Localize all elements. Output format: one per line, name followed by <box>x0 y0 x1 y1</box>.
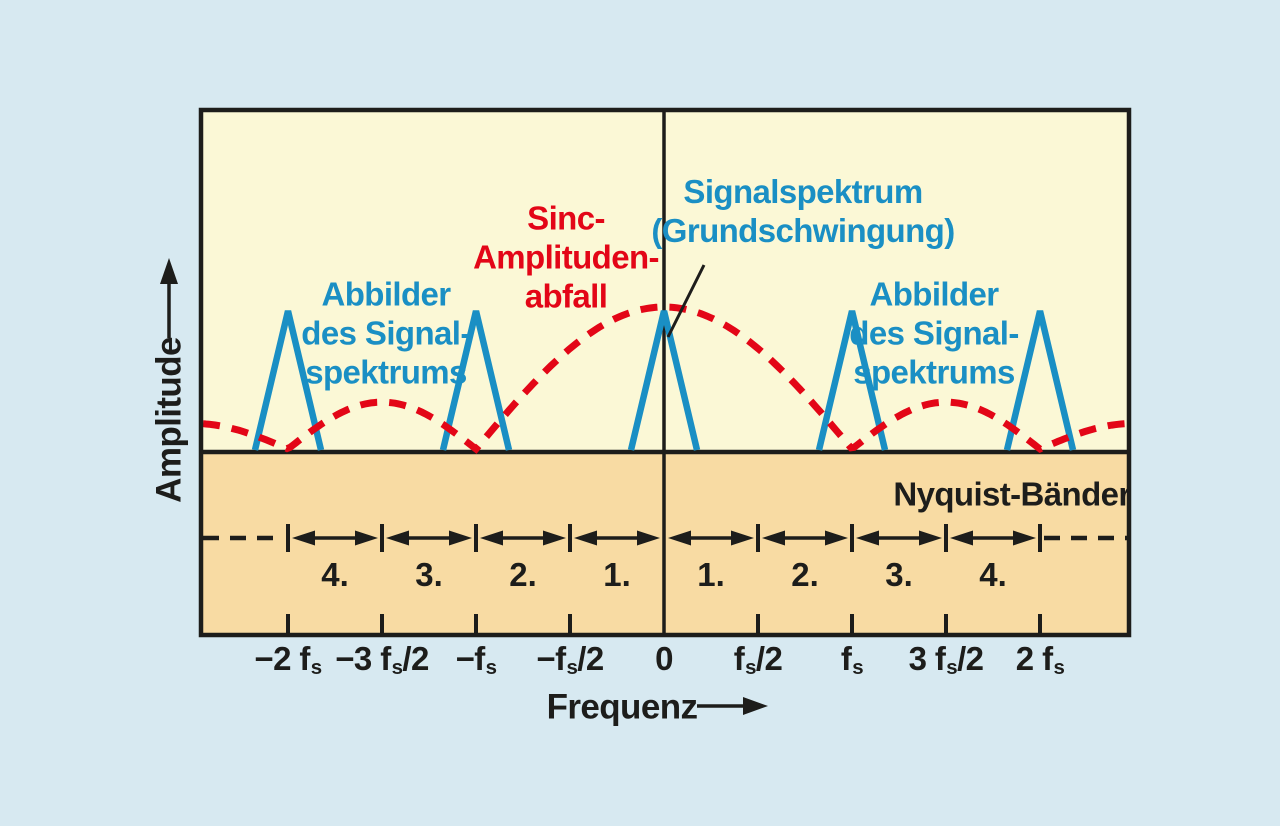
sinc-rolloff-line1: Sinc- <box>527 199 605 237</box>
sinc-rolloff-label: Sinc- Amplituden- abfall <box>473 199 659 316</box>
band-arrowhead-left <box>480 530 503 546</box>
sinc-rolloff-line3: abfall <box>524 277 608 315</box>
nyquist-band-number: 3. <box>415 556 443 593</box>
frequency-tick-label: −3 fs/2 <box>335 640 429 680</box>
band-arrowhead-left <box>668 530 691 546</box>
frequency-axis-label: Frequenz <box>546 687 698 727</box>
nyquist-band-number: 3. <box>885 556 913 593</box>
spectrum-images-label-left: Abbilder des Signal- spektrums <box>301 275 471 392</box>
spectrum-peak <box>627 310 701 451</box>
spectrum-images-right-line3: spektrums <box>853 353 1015 391</box>
band-arrowhead-right <box>355 530 378 546</box>
frequency-tick-label: 3 fs/2 <box>908 640 984 680</box>
spectrum-images-right-line1: Abbilder <box>869 275 999 313</box>
frequency-tick-label: −fs <box>455 640 497 680</box>
band-arrowhead-left <box>574 530 597 546</box>
spectrum-peak <box>251 310 325 451</box>
band-arrowhead-left <box>386 530 409 546</box>
signal-spectrum-pointer-line <box>666 264 706 338</box>
sinc-rolloff-line2: Amplituden- <box>473 238 659 276</box>
spectrum-peak <box>1003 310 1077 451</box>
band-arrowhead-left <box>292 530 315 546</box>
frequency-tick-label: −2 fs <box>254 640 322 680</box>
frequency-tick-label: fs <box>840 640 864 680</box>
band-arrowhead-right <box>1013 530 1036 546</box>
nyquist-band-number: 2. <box>509 556 537 593</box>
frequency-axis-arrowhead <box>743 697 768 715</box>
frequency-tick-label: fs/2 <box>733 640 783 680</box>
nyquist-band-number: 4. <box>979 556 1007 593</box>
band-arrowhead-left <box>950 530 973 546</box>
spectrum-images-left-line2: des Signal- <box>301 314 471 352</box>
nyquist-band-number: 1. <box>697 556 725 593</box>
nyquist-bands-label: Nyquist-Bänder <box>893 475 1131 513</box>
spectrum-images-left-line3: spektrums <box>305 353 467 391</box>
band-arrowhead-right <box>919 530 942 546</box>
amplitude-axis-arrowhead <box>160 258 178 284</box>
nyquist-band-number: 2. <box>791 556 819 593</box>
band-arrowhead-right <box>543 530 566 546</box>
spectrum-images-right-line2: des Signal- <box>849 314 1019 352</box>
signal-spectrum-line2: (Grundschwingung) <box>651 212 955 249</box>
band-arrowhead-right <box>825 530 848 546</box>
plot-frame <box>198 107 1132 638</box>
band-arrowhead-left <box>856 530 879 546</box>
spectrum-images-left-line1: Abbilder <box>321 275 451 313</box>
signal-spectrum-line1: Signalspektrum <box>683 173 923 210</box>
band-arrowhead-right <box>637 530 660 546</box>
spectrum-images-label-right: Abbilder des Signal- spektrums <box>849 275 1019 392</box>
nyquist-band-number: 4. <box>321 556 349 593</box>
frequency-tick-label: −fs/2 <box>536 640 604 680</box>
amplitude-axis-label: Amplitude <box>149 337 189 503</box>
spectrum-peak <box>439 310 513 451</box>
spectrum-peak <box>815 310 889 451</box>
frequency-tick-label: 2 fs <box>1015 640 1065 680</box>
band-arrowhead-left <box>762 530 785 546</box>
frequency-tick-label: 0 <box>655 640 673 677</box>
band-arrowhead-right <box>449 530 472 546</box>
signal-spectrum-label: Signalspektrum (Grundschwingung) <box>651 172 955 250</box>
band-arrowhead-right <box>731 530 754 546</box>
nyquist-band-number: 1. <box>603 556 631 593</box>
